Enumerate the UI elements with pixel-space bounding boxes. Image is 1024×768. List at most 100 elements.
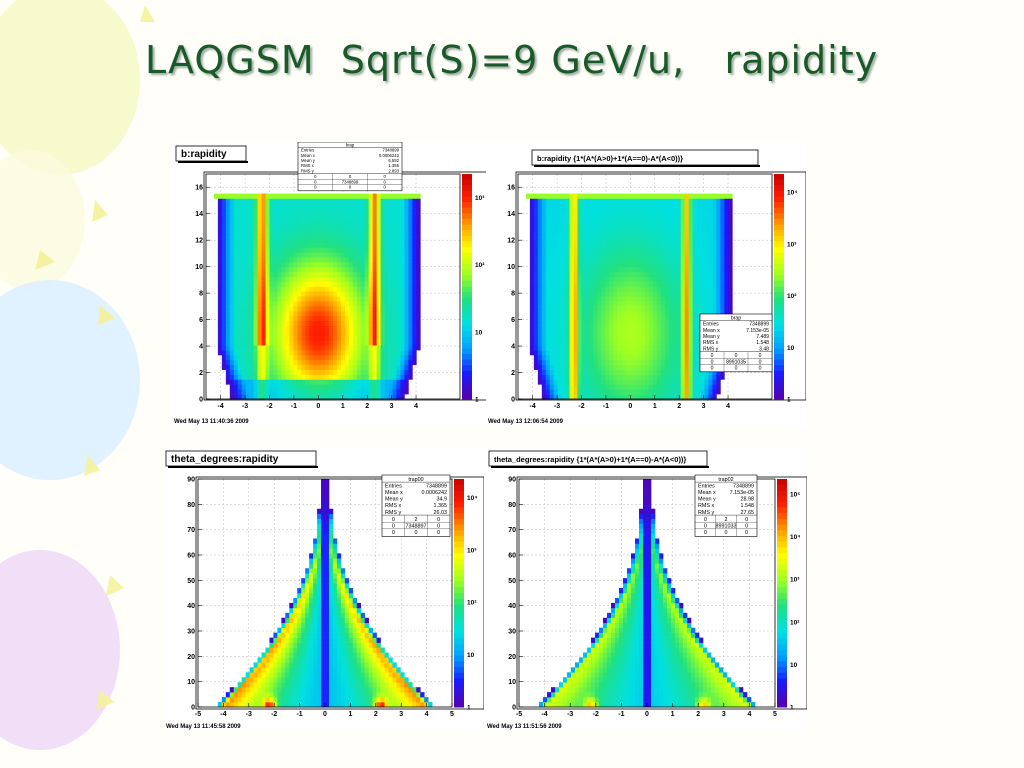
heatmap-cell [704,296,709,302]
heatmap-cell [684,266,689,273]
heatmap-cell [400,394,405,400]
heatmap-cell [645,359,650,366]
heatmap-cell [348,369,354,375]
heatmap-cell [293,301,298,307]
heatmap-cell [541,271,547,278]
heatmap-cell [245,193,250,199]
heatmap-cell [549,232,555,238]
heatmap-cell [581,359,586,366]
heatmap-cell [617,320,622,326]
heatmap-cell [313,198,318,204]
heatmap-cell [376,276,381,282]
heatmap-cell [261,677,266,683]
heatmap-cell [672,340,678,346]
heatmap-cell [372,208,377,214]
heatmap-cell [609,271,614,278]
heatmap-cell [221,281,227,287]
heatmap-cell [704,227,709,233]
heatmap-cell [664,271,670,278]
heatmap-cell [668,247,674,253]
heatmap-cell [716,218,721,224]
heatmap-cell [609,374,614,380]
heatmap-cell [329,281,334,287]
heatmap-cell [364,335,370,341]
heatmap-cell [325,306,330,312]
color-scale-step [774,185,784,192]
heatmap-cell [696,389,701,395]
heatmap-cell [637,271,642,278]
heatmap-cell [728,291,733,297]
heatmap-cell [633,291,638,297]
heatmap-cell [333,218,338,224]
heatmap-cell [313,369,318,375]
color-scale-step [774,365,784,372]
heatmap-cell [245,306,250,312]
heatmap-cell [676,364,682,370]
heatmap-cell [253,271,258,278]
heatmap-cell [601,335,606,341]
heatmap-cell [313,330,318,336]
heatmap-cell [692,359,697,366]
heatmap-cell [589,394,594,400]
heatmap-cell [684,384,689,390]
heatmap-cell [589,193,594,199]
heatmap-cell [265,345,270,351]
heatmap-cell [229,222,235,229]
heatmap-cell [336,213,342,219]
heatmap-cell [529,301,535,307]
heatmap-cell [368,286,373,292]
heatmap-cell [273,237,278,243]
heatmap-cell [245,271,250,278]
heatmap-cell [724,257,729,263]
heatmap-cell [313,266,318,273]
heatmap-cell [325,518,330,524]
heatmap-cell [221,359,227,366]
heatmap-cell [269,364,274,370]
heatmap-cell [577,291,582,297]
heatmap-cell [348,320,354,326]
heatmap-cell [325,667,330,673]
heatmap-cell [688,257,693,263]
heatmap-cell [688,247,693,253]
heatmap-cell [533,320,539,326]
heatmap-cell [221,286,227,292]
heatmap-cell [412,227,417,233]
heatmap-cell [692,218,697,224]
heatmap-cell [313,340,318,346]
heatmap-cell [724,193,729,199]
heatmap-cell [593,291,598,297]
heatmap-cell [333,276,338,282]
heatmap-cell [325,374,330,380]
heatmap-cell [325,359,330,366]
color-scale-step [774,286,784,293]
heatmap-cell [237,232,243,238]
heatmap-cell [253,306,258,312]
heatmap-cell [249,384,254,390]
heatmap-cell [225,242,231,248]
heatmap-cell [617,315,622,322]
heatmap-cell [561,266,566,273]
heatmap-cell [617,291,622,297]
heatmap-cells [525,193,733,400]
color-scale-step [774,264,784,271]
heatmap-cell [388,350,393,356]
heatmap-cell [641,286,646,292]
heatmap-cell [225,325,231,331]
heatmap-cell [348,193,354,199]
heatmap-cell [565,281,570,287]
heatmap-cell [392,345,397,351]
heatmap-cell [285,374,290,380]
heatmap-cell [585,242,590,248]
heatmap-cell [348,257,354,263]
heatmap-cell [537,281,543,287]
heatmap-cell [688,232,693,238]
heatmap-cell [633,320,638,326]
heatmap-cell [648,208,654,214]
heatmap-cell [609,276,614,282]
heatmap-cell [285,257,290,263]
heatmap-cell [621,325,626,331]
heatmap-cell [313,563,318,569]
heatmap-cell [396,320,401,326]
heatmap-cell [660,193,666,199]
heatmap-cell [613,242,618,248]
